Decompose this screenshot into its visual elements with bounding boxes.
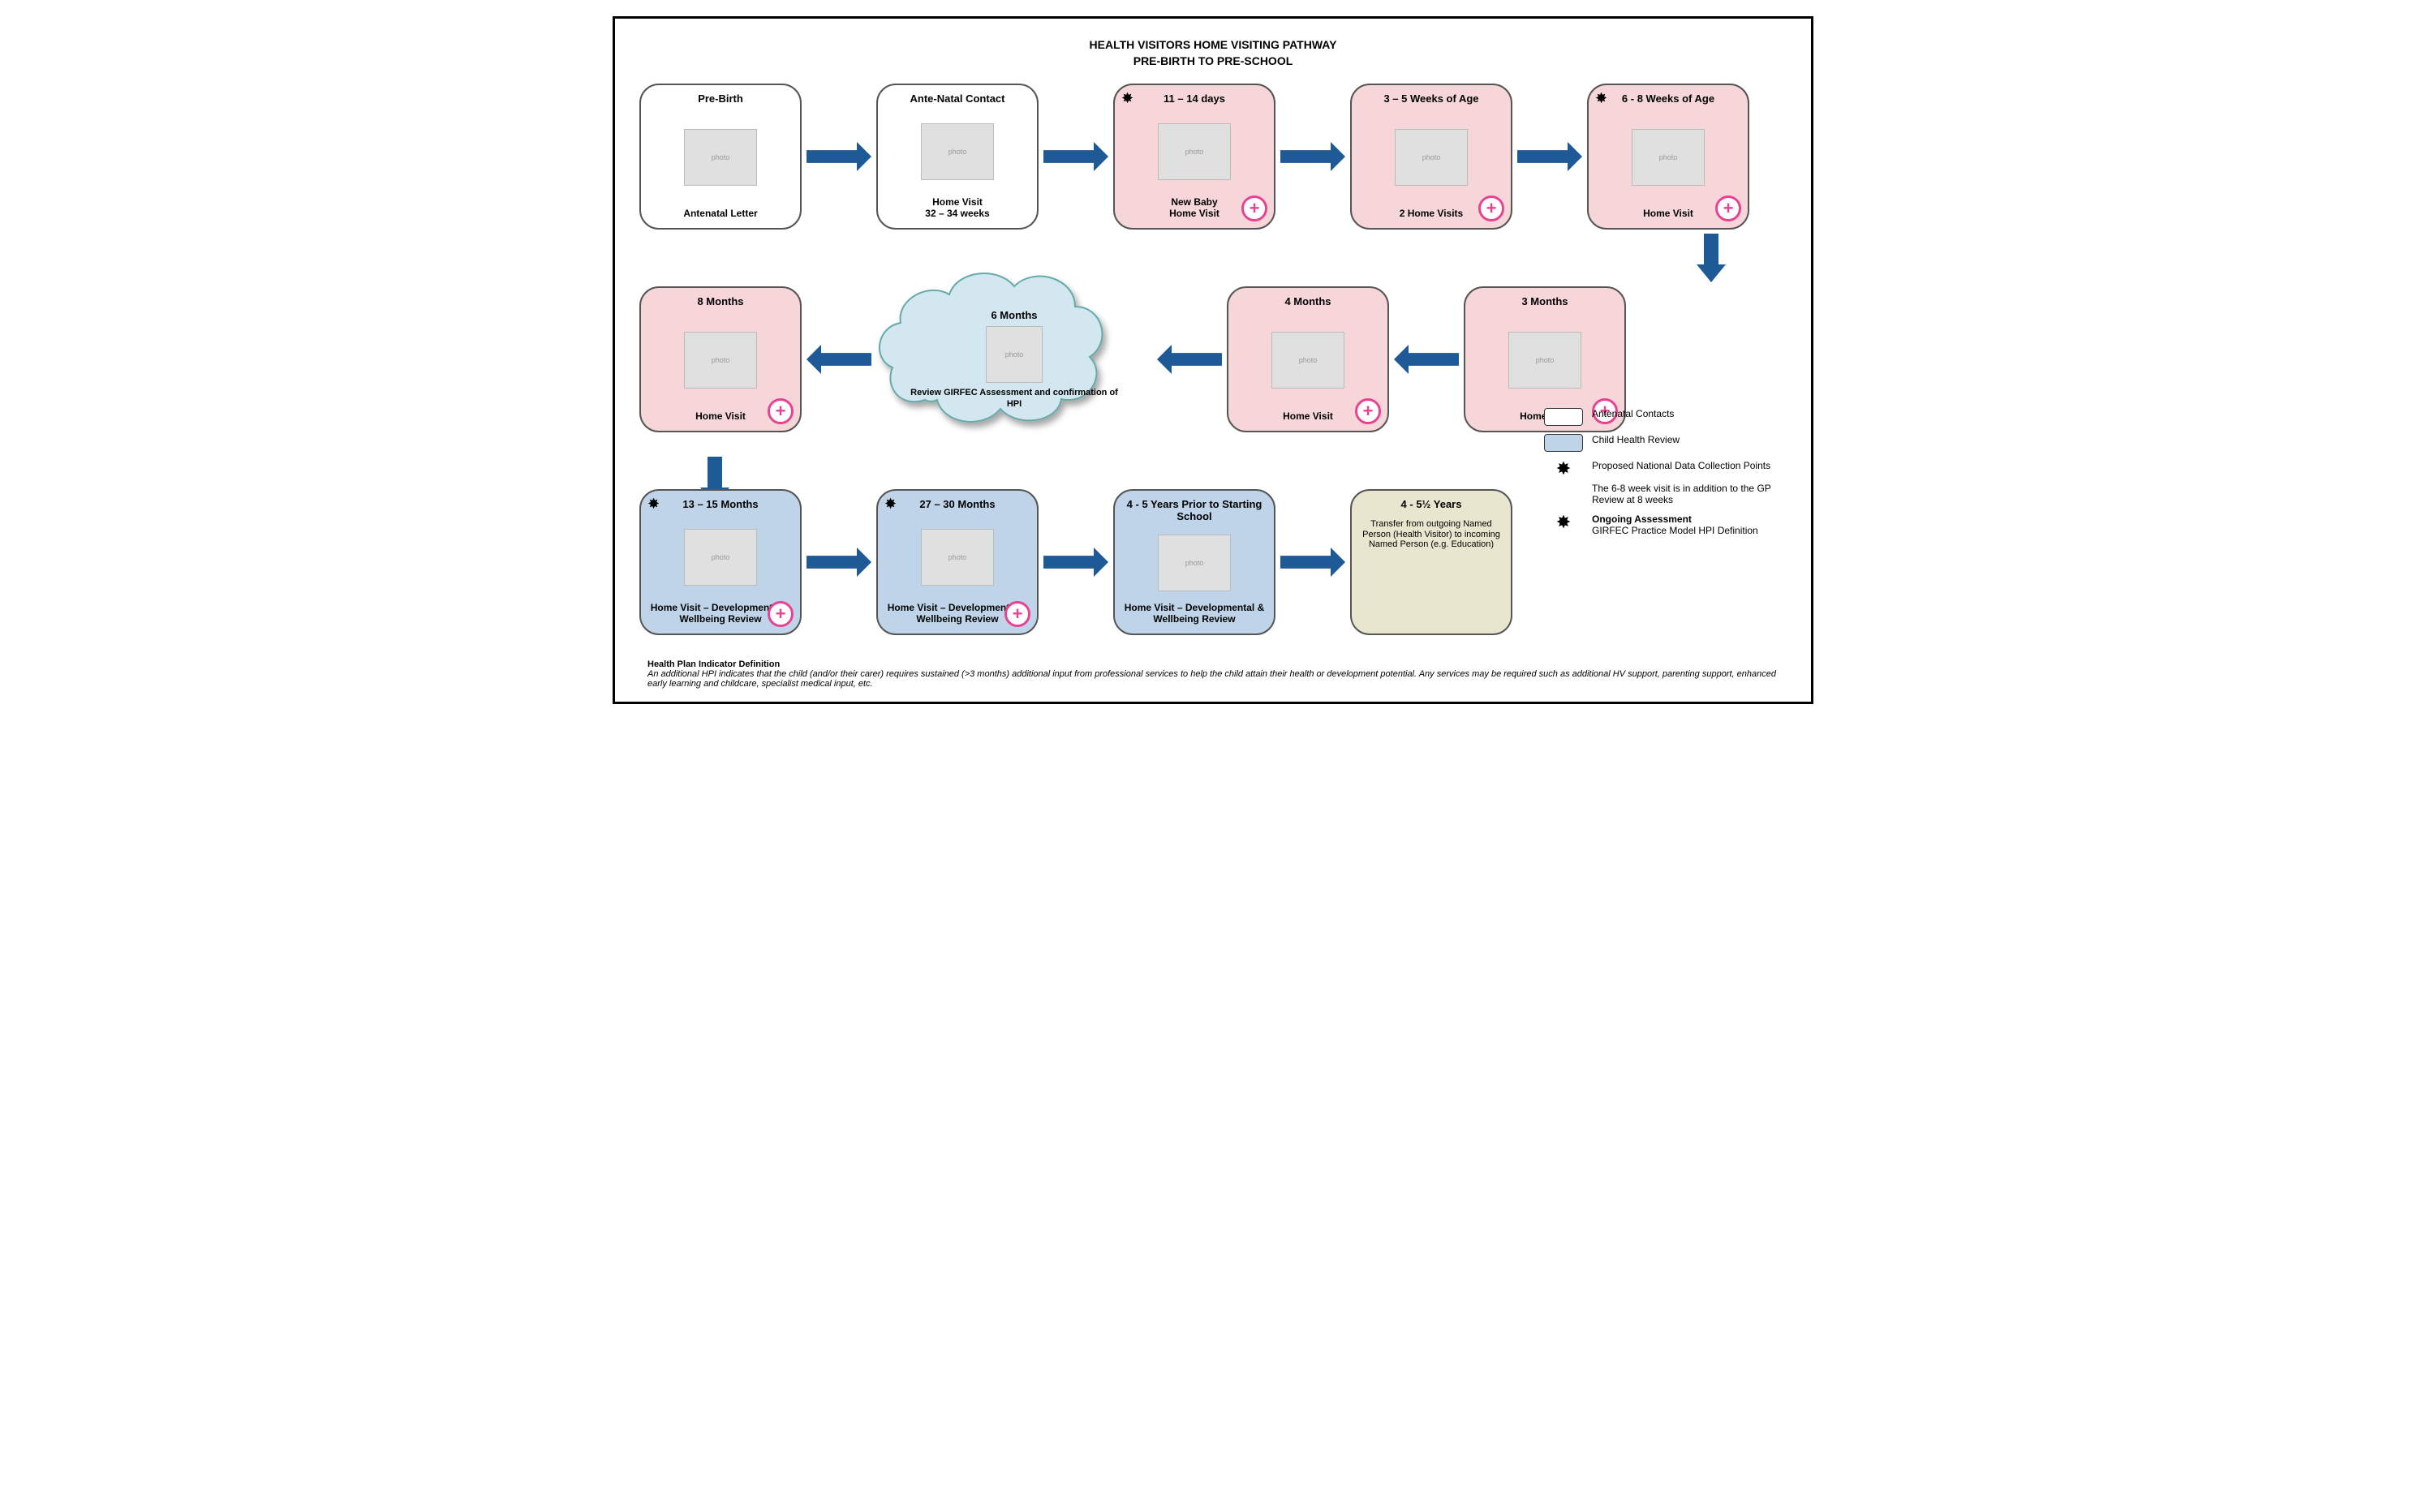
node-head: 4 - 5½ Years	[1401, 499, 1462, 511]
node-r1-0: Pre-Birth photo Antenatal Letter	[639, 84, 802, 230]
arrow-right	[1517, 142, 1582, 171]
node-image: photo	[1508, 332, 1581, 389]
node-head: 4 - 5 Years Prior to Starting School	[1121, 499, 1267, 523]
footnote: Health Plan Indicator Definition An addi…	[639, 659, 1787, 694]
node-foot: Home Visit	[695, 411, 746, 423]
node-head: 3 Months	[1521, 296, 1568, 308]
node-head: 13 – 15 Months	[682, 499, 758, 511]
arrow-left	[1394, 345, 1459, 374]
node-foot: Transfer from outgoing Named Person (Hea…	[1358, 519, 1504, 550]
node-foot: 2 Home Visits	[1400, 208, 1463, 220]
node-image: photo	[1632, 129, 1705, 186]
plus-icon: +	[1715, 195, 1741, 221]
node-r1-1: Ante-Natal Contact photo Home Visit32 – 34…	[876, 84, 1039, 230]
node-image: photo	[684, 529, 757, 586]
plus-icon: +	[1004, 601, 1030, 627]
plus-icon: +	[1241, 195, 1267, 221]
node-image: photo	[1158, 123, 1231, 180]
cloud-foot: Review GIRFEC Assessment and confirmatio…	[909, 388, 1120, 409]
cloud-6-months: 6 Months photo Review GIRFEC Assessment …	[876, 262, 1152, 457]
plus-icon: +	[1355, 398, 1381, 424]
node-image: photo	[921, 529, 994, 586]
arrow-left	[1157, 345, 1222, 374]
title-main: HEALTH VISITORS HOME VISITING PATHWAY	[639, 38, 1787, 51]
node-4-months: 4 Months photo Home Visit +	[1227, 286, 1389, 432]
node-r3-0: ✸13 – 15 MonthsphotoHome Visit – Develop…	[639, 489, 802, 635]
star-icon: ✸	[647, 496, 660, 513]
node-foot: New BabyHome Visit	[1169, 197, 1219, 220]
plus-icon: +	[768, 601, 794, 627]
title-sub: PRE-BIRTH TO PRE-SCHOOL	[639, 54, 1787, 67]
star-icon: ✸	[884, 496, 897, 513]
node-image: photo	[1158, 535, 1231, 591]
node-head: Pre-Birth	[698, 93, 743, 105]
node-head: 11 – 14 days	[1164, 93, 1225, 105]
node-head: 27 – 30 Months	[919, 499, 995, 511]
arrow-left	[807, 345, 871, 374]
cloud-image: photo	[986, 326, 1043, 383]
node-r3-2: 4 - 5 Years Prior to Starting School phot…	[1113, 489, 1275, 635]
plus-icon: +	[1478, 195, 1504, 221]
node-head: 4 Months	[1284, 296, 1331, 308]
plus-icon: +	[768, 398, 794, 424]
node-r1-2: ✸ 11 – 14 days photo New BabyHome Visit +	[1113, 84, 1275, 230]
node-head: Ante-Natal Contact	[910, 93, 1004, 105]
arrow-right	[1043, 548, 1108, 577]
legend: Antenatal Contacts Child Health Review ✸…	[1543, 408, 1787, 544]
row-1: Pre-Birth photo Antenatal Letter Ante-Natal…	[639, 84, 1787, 230]
arrow-right	[1043, 142, 1108, 171]
arrow-right	[807, 548, 871, 577]
node-foot: Home Visit	[1643, 208, 1693, 220]
legend-antenatal: Antenatal Contacts	[1543, 408, 1787, 426]
node-foot: Antenatal Letter	[683, 208, 757, 220]
node-foot: Home Visit – Developmental & Wellbeing R…	[1121, 603, 1267, 625]
diagram-frame: HEALTH VISITORS HOME VISITING PATHWAY PR…	[613, 16, 1813, 704]
arrow-right	[807, 142, 871, 171]
node-foot: Home Visit32 – 34 weeks	[925, 197, 989, 220]
node-r3-1: ✸27 – 30 MonthsphotoHome Visit – Develop…	[876, 489, 1039, 635]
legend-ongoing: ✸ Ongoing Assessment GIRFEC Practice Mod…	[1543, 513, 1787, 536]
node-8-months: 8 Months photo Home Visit +	[639, 286, 802, 432]
node-r1-3: 3 – 5 Weeks of Age photo 2 Home Visits +	[1350, 84, 1512, 230]
node-head: 6 - 8 Weeks of Age	[1622, 93, 1714, 105]
star-icon: ✸	[1121, 90, 1133, 107]
node-image: photo	[1271, 332, 1344, 389]
arrow-right	[1280, 548, 1345, 577]
node-image: photo	[1395, 129, 1468, 186]
node-r3-3: 4 - 5½ Years Transfer from outgoing Named…	[1350, 489, 1512, 635]
node-head: 3 – 5 Weeks of Age	[1383, 93, 1478, 105]
node-foot: Home Visit	[1283, 411, 1333, 423]
legend-child-health: Child Health Review	[1543, 434, 1787, 452]
legend-data-points: ✸ Proposed National Data Collection Poin…	[1543, 460, 1787, 505]
node-head: 8 Months	[697, 296, 743, 308]
node-image: photo	[684, 129, 757, 186]
node-image: photo	[684, 332, 757, 389]
node-image: photo	[921, 123, 994, 180]
star-icon: ✸	[1556, 460, 1571, 478]
node-r1-4: ✸ 6 - 8 Weeks of Age photo Home Visit +	[1587, 84, 1749, 230]
star-icon: ✸	[1595, 90, 1607, 107]
cloud-head: 6 Months	[991, 309, 1037, 321]
star-icon: ✸	[1556, 513, 1571, 531]
arrow-right	[1280, 142, 1345, 171]
